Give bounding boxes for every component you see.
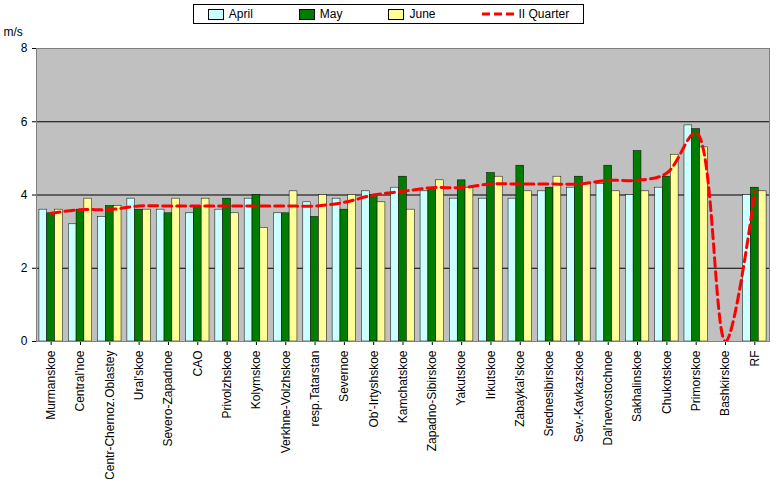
svg-text:m/s: m/s (4, 25, 23, 39)
svg-text:Privolzhskoe: Privolzhskoe (220, 350, 234, 418)
html-text:April: April (228, 7, 253, 21)
svg-text:6: 6 (21, 115, 28, 129)
svg-text:Ural'skoe: Ural'skoe (132, 350, 146, 400)
svg-text:Ob'-Irtyshskoe: Ob'-Irtyshskoe (367, 350, 381, 427)
svg-text:Verkhne-Volzhskoe: Verkhne-Volzhskoe (279, 350, 293, 453)
svg-text:Sev.-Kavkazskoe: Sev.-Kavkazskoe (572, 350, 586, 442)
svg-text:Kamchatskoe: Kamchatskoe (396, 350, 410, 423)
svg-text:Chukotskoe: Chukotskoe (660, 350, 674, 414)
html-text:June: June (409, 7, 436, 21)
svg-text:4: 4 (21, 188, 28, 202)
svg-text:Bashkirskoe: Bashkirskoe (718, 350, 732, 416)
svg-text:Srednesibirskoe: Srednesibirskoe (542, 350, 556, 436)
svg-text:0: 0 (21, 334, 28, 348)
svg-text:Severnoe: Severnoe (337, 350, 351, 402)
svg-text:Murmanskoe: Murmanskoe (44, 350, 58, 420)
svg-text:2: 2 (21, 261, 28, 275)
svg-text:Centr-Chernoz.Oblastey: Centr-Chernoz.Oblastey (103, 351, 117, 479)
svg-text:Kolymskoe: Kolymskoe (249, 350, 263, 409)
svg-text:Primorskoe: Primorskoe (689, 350, 703, 411)
svg-text:CAO: CAO (191, 351, 205, 377)
svg-text:Dal'nevostochnoe: Dal'nevostochnoe (601, 350, 615, 445)
svg-text:Severo-Zapadnoe: Severo-Zapadnoe (161, 350, 175, 446)
html-text:May: May (319, 7, 343, 21)
svg-text:Sakhalinskoe: Sakhalinskoe (630, 350, 644, 422)
svg-text:Yakutskoe: Yakutskoe (454, 350, 468, 405)
svg-text:RF: RF (748, 351, 762, 367)
svg-text:Zapadno-Sibirskoe: Zapadno-Sibirskoe (425, 350, 439, 451)
svg-text:Zabaykal'skoe: Zabaykal'skoe (513, 350, 527, 427)
svg-text:resp.Tatarstan: resp.Tatarstan (308, 351, 322, 427)
svg-text:Central'noe: Central'noe (73, 350, 87, 411)
html-text:II Quarter: II Quarter (518, 7, 570, 21)
svg-text:Irkutskoe: Irkutskoe (484, 350, 498, 399)
svg-text:8: 8 (21, 41, 28, 55)
